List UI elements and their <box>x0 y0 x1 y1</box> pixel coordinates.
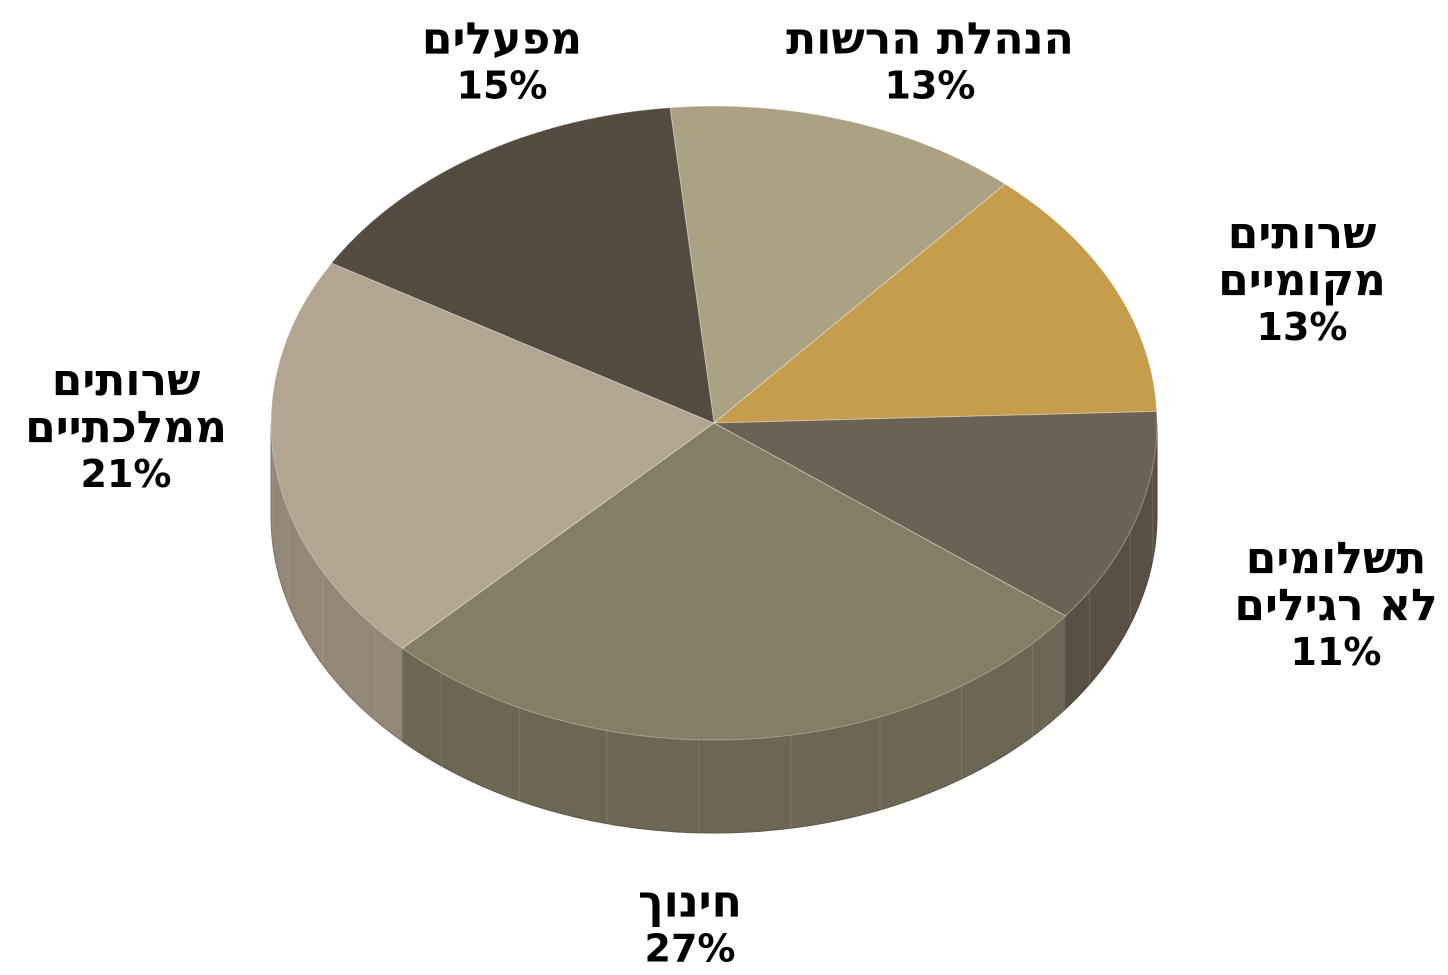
slice-label-2: תשלומים לא רגילים 11% <box>1234 535 1437 675</box>
pie-slice-0 <box>669 105 1007 424</box>
pie-slice-5 <box>330 107 715 424</box>
slice-label-text: חינוך <box>638 876 742 928</box>
slice-label-text: ממלכתיים <box>25 402 227 453</box>
slice-percent-label: 11% <box>1290 630 1382 674</box>
slice-label-text: מקומיים <box>1218 255 1386 306</box>
pie-side-walls <box>270 422 1158 834</box>
slice-label-text: שרותים <box>1227 208 1377 259</box>
slice-label-text: הנהלת הרשות <box>786 13 1074 65</box>
slice-label-4: שרותים ממלכתיים 21% <box>25 357 227 497</box>
slice-label-1: שרותים מקומיים 13% <box>1218 210 1386 350</box>
pie-slice-1 <box>712 183 1158 424</box>
pie-slice-3 <box>401 422 1067 741</box>
slice-percent-label: 15% <box>456 63 548 108</box>
pie-slice-4 <box>270 262 716 649</box>
pie-slice-2 <box>712 410 1158 617</box>
slice-label-text: תשלומים <box>1245 533 1427 584</box>
slice-percent-label: 27% <box>644 926 736 971</box>
slice-percent-label: 21% <box>80 452 172 496</box>
slice-label-text: מפעלים <box>421 13 583 65</box>
pie-top <box>270 105 1158 741</box>
slice-label-0: הנהלת הרשות 13% <box>786 16 1074 109</box>
slice-label-3: חינוך 27% <box>638 879 742 972</box>
slice-percent-label: 13% <box>1256 305 1348 349</box>
slice-label-text: לא רגילים <box>1234 580 1438 631</box>
slice-percent-label: 13% <box>884 63 976 108</box>
slice-label-text: שרותים <box>51 355 201 406</box>
slice-label-5: מפעלים 15% <box>422 16 582 109</box>
